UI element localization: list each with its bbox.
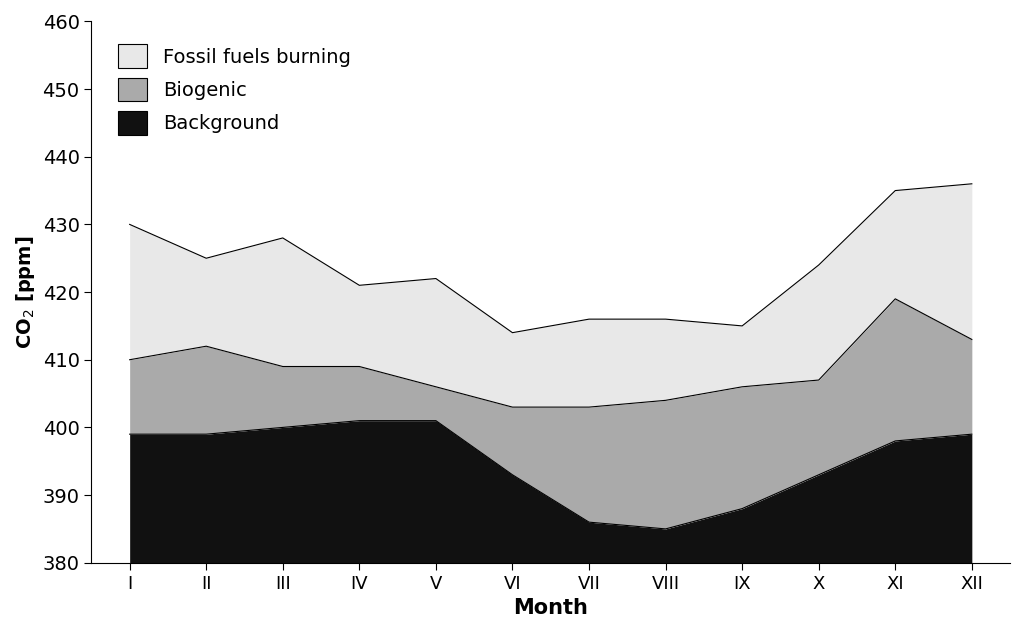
X-axis label: Month: Month xyxy=(513,598,588,618)
Legend: Fossil fuels burning, Biogenic, Background: Fossil fuels burning, Biogenic, Backgrou… xyxy=(111,37,358,143)
Y-axis label: CO$_2$ [ppm]: CO$_2$ [ppm] xyxy=(14,235,37,349)
